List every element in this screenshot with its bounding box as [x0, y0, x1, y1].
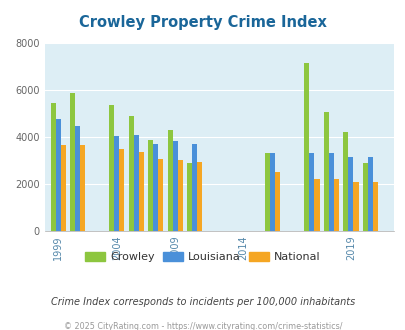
Bar [328, 153, 333, 231]
Bar [80, 145, 85, 231]
Bar [70, 93, 75, 231]
Bar [109, 105, 114, 231]
Bar [323, 112, 328, 231]
Bar [148, 140, 153, 231]
Bar [197, 162, 202, 231]
Bar [134, 135, 139, 231]
Bar [167, 130, 173, 231]
Bar [177, 160, 183, 231]
Bar [158, 159, 163, 231]
Bar [187, 163, 192, 231]
Bar [303, 63, 309, 231]
Bar [55, 119, 61, 231]
Text: Crowley Property Crime Index: Crowley Property Crime Index [79, 15, 326, 30]
Bar [128, 116, 134, 231]
Bar [114, 136, 119, 231]
Bar [309, 153, 313, 231]
Bar [347, 157, 353, 231]
Bar [51, 103, 55, 231]
Text: Crime Index corresponds to incidents per 100,000 inhabitants: Crime Index corresponds to incidents per… [51, 297, 354, 307]
Bar [343, 132, 347, 231]
Bar [333, 179, 338, 231]
Bar [139, 152, 144, 231]
Bar [173, 141, 177, 231]
Bar [119, 149, 124, 231]
Bar [353, 182, 358, 231]
Bar [61, 145, 66, 231]
Bar [192, 145, 197, 231]
Legend: Crowley, Louisiana, National: Crowley, Louisiana, National [81, 248, 324, 267]
Bar [153, 144, 158, 231]
Bar [362, 163, 367, 231]
Text: © 2025 CityRating.com - https://www.cityrating.com/crime-statistics/: © 2025 CityRating.com - https://www.city… [64, 322, 341, 330]
Bar [264, 153, 270, 231]
Bar [270, 153, 275, 231]
Bar [372, 182, 377, 231]
Bar [75, 126, 80, 231]
Bar [367, 157, 372, 231]
Bar [313, 179, 319, 231]
Bar [275, 172, 280, 231]
